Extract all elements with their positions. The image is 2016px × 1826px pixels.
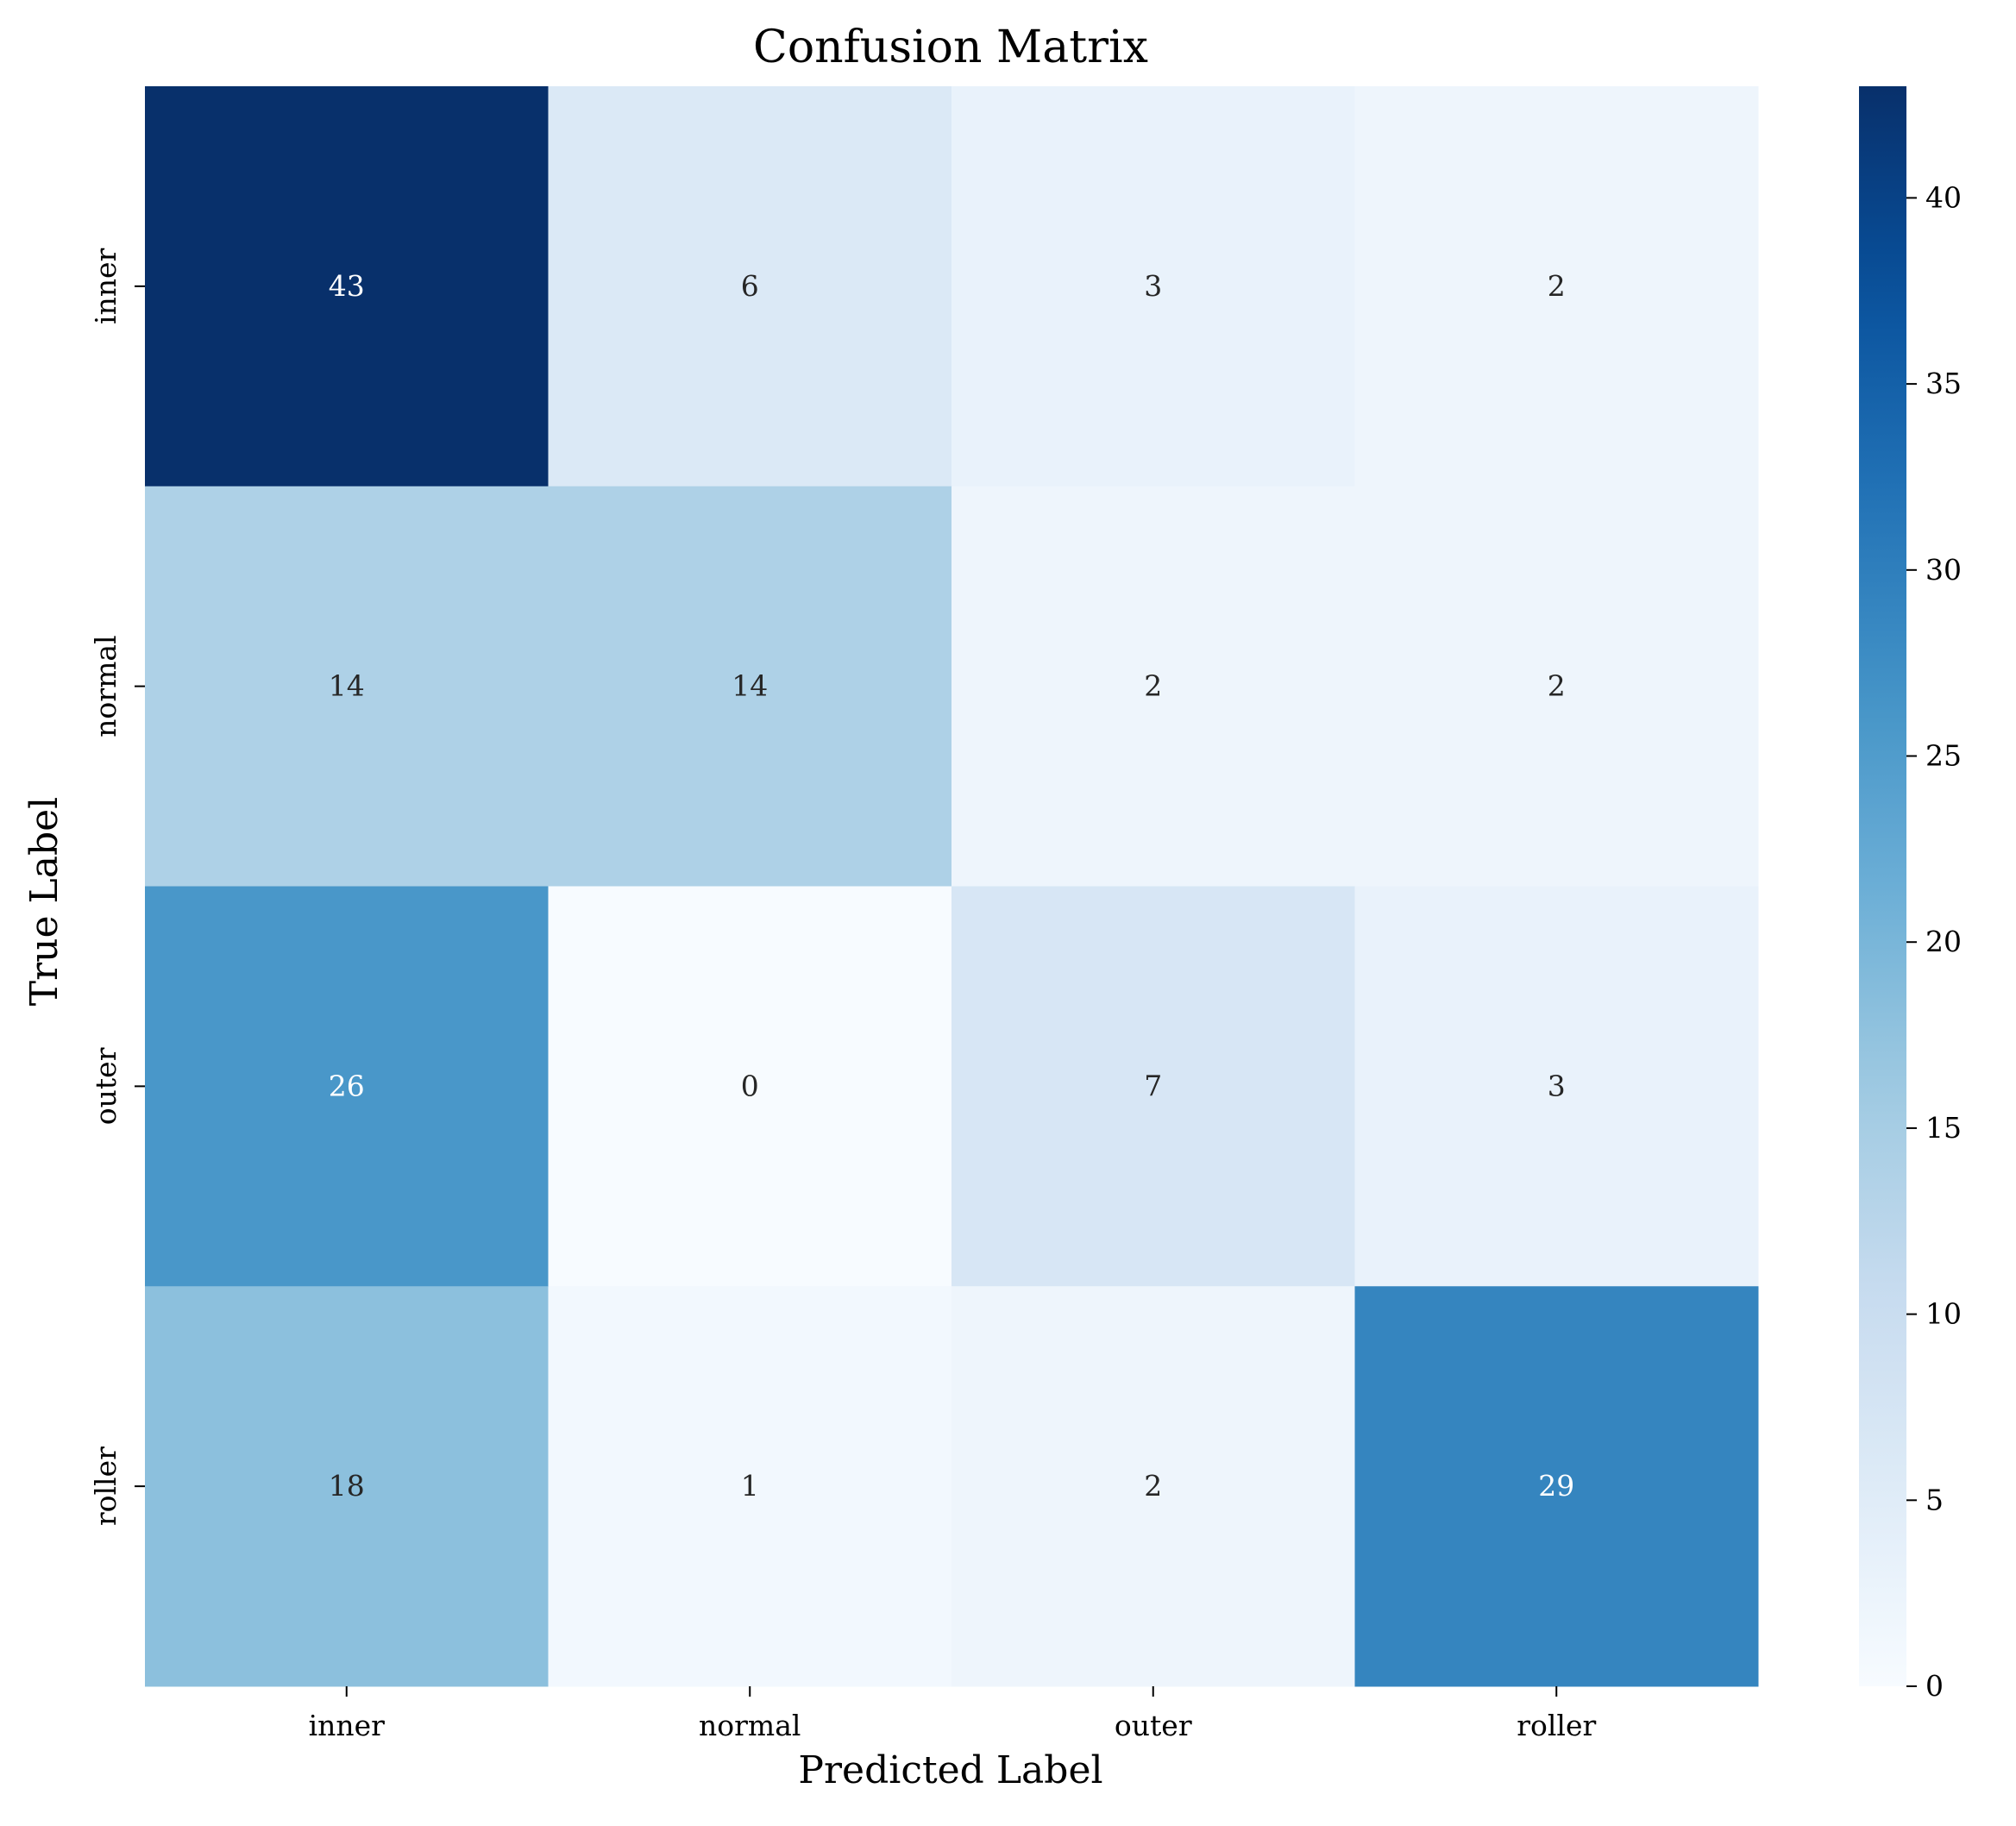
y-tick-label: outer: [89, 1047, 122, 1125]
cell-outer-roller: [1354, 886, 1759, 1287]
cell-value-label: 2: [1548, 269, 1566, 303]
cell-value-label: 0: [741, 1069, 759, 1102]
colorbar: 0 5 10 15 20 25 30 35 40: [1859, 86, 1962, 1703]
cell-value-label: 2: [1144, 1469, 1162, 1503]
cell-normal-inner: [145, 486, 549, 887]
cell-normal-normal: [548, 486, 952, 887]
colorbar-tick-label: 15: [1925, 1111, 1962, 1145]
cell-roller-inner: [145, 1286, 549, 1687]
cell-roller-roller: [1354, 1286, 1759, 1687]
cell-value-label: 14: [732, 669, 768, 703]
heatmap-cells: [145, 86, 1759, 1687]
cell-roller-normal: [548, 1286, 952, 1687]
colorbar-tick-label: 20: [1925, 925, 1962, 958]
cell-value-label: 2: [1548, 669, 1566, 703]
cell-inner-inner: [145, 86, 549, 487]
colorbar-tick-label: 5: [1925, 1483, 1944, 1516]
y-axis-label: True Label: [22, 797, 66, 1006]
colorbar-tick-label: 35: [1925, 367, 1962, 400]
y-axis: inner normal outer roller: [89, 248, 145, 1526]
cell-value-label: 43: [329, 269, 365, 303]
cell-value-label: 3: [1144, 269, 1162, 303]
y-tick-label: roller: [89, 1446, 122, 1526]
chart-title: Confusion Matrix: [753, 22, 1148, 73]
cell-normal-roller: [1354, 486, 1759, 887]
cell-annotations: 43 6 3 2 14 14 2 2 26 0 7 3 18 1 2 29: [329, 269, 1575, 1503]
cell-inner-normal: [548, 86, 952, 487]
cell-value-label: 29: [1538, 1469, 1574, 1503]
cell-value-label: 26: [329, 1069, 365, 1102]
x-axis-label: Predicted Label: [798, 1748, 1102, 1792]
cell-inner-roller: [1354, 86, 1759, 487]
cell-value-label: 6: [741, 269, 759, 303]
cell-value-label: 14: [329, 669, 365, 703]
cell-outer-inner: [145, 886, 549, 1287]
cell-value-label: 18: [329, 1469, 365, 1503]
x-tick-label: normal: [699, 1709, 801, 1742]
cell-roller-outer: [951, 1286, 1355, 1687]
colorbar-tick-label: 25: [1925, 739, 1962, 773]
y-tick-label: normal: [89, 635, 122, 737]
cell-value-label: 7: [1144, 1069, 1162, 1102]
colorbar-tick-label: 30: [1925, 553, 1962, 587]
cell-outer-outer: [951, 886, 1355, 1287]
cell-inner-outer: [951, 86, 1355, 487]
cell-value-label: 3: [1548, 1069, 1566, 1102]
x-tick-label: outer: [1115, 1709, 1192, 1742]
colorbar-tick-label: 10: [1925, 1297, 1962, 1331]
x-tick-label: roller: [1517, 1709, 1596, 1742]
x-tick-label: inner: [309, 1709, 386, 1742]
colorbar-bar: [1859, 86, 1906, 1686]
colorbar-tick-label: 40: [1925, 180, 1962, 214]
colorbar-tick-label: 0: [1925, 1669, 1944, 1703]
cell-value-label: 2: [1144, 669, 1162, 703]
cell-outer-normal: [548, 886, 952, 1287]
colorbar-ticks: 0 5 10 15 20 25 30 35 40: [1906, 180, 1962, 1703]
y-tick-label: inner: [89, 248, 122, 324]
cell-value-label: 1: [741, 1469, 759, 1503]
cell-normal-outer: [951, 486, 1355, 887]
x-axis: inner normal outer roller: [309, 1686, 1596, 1742]
